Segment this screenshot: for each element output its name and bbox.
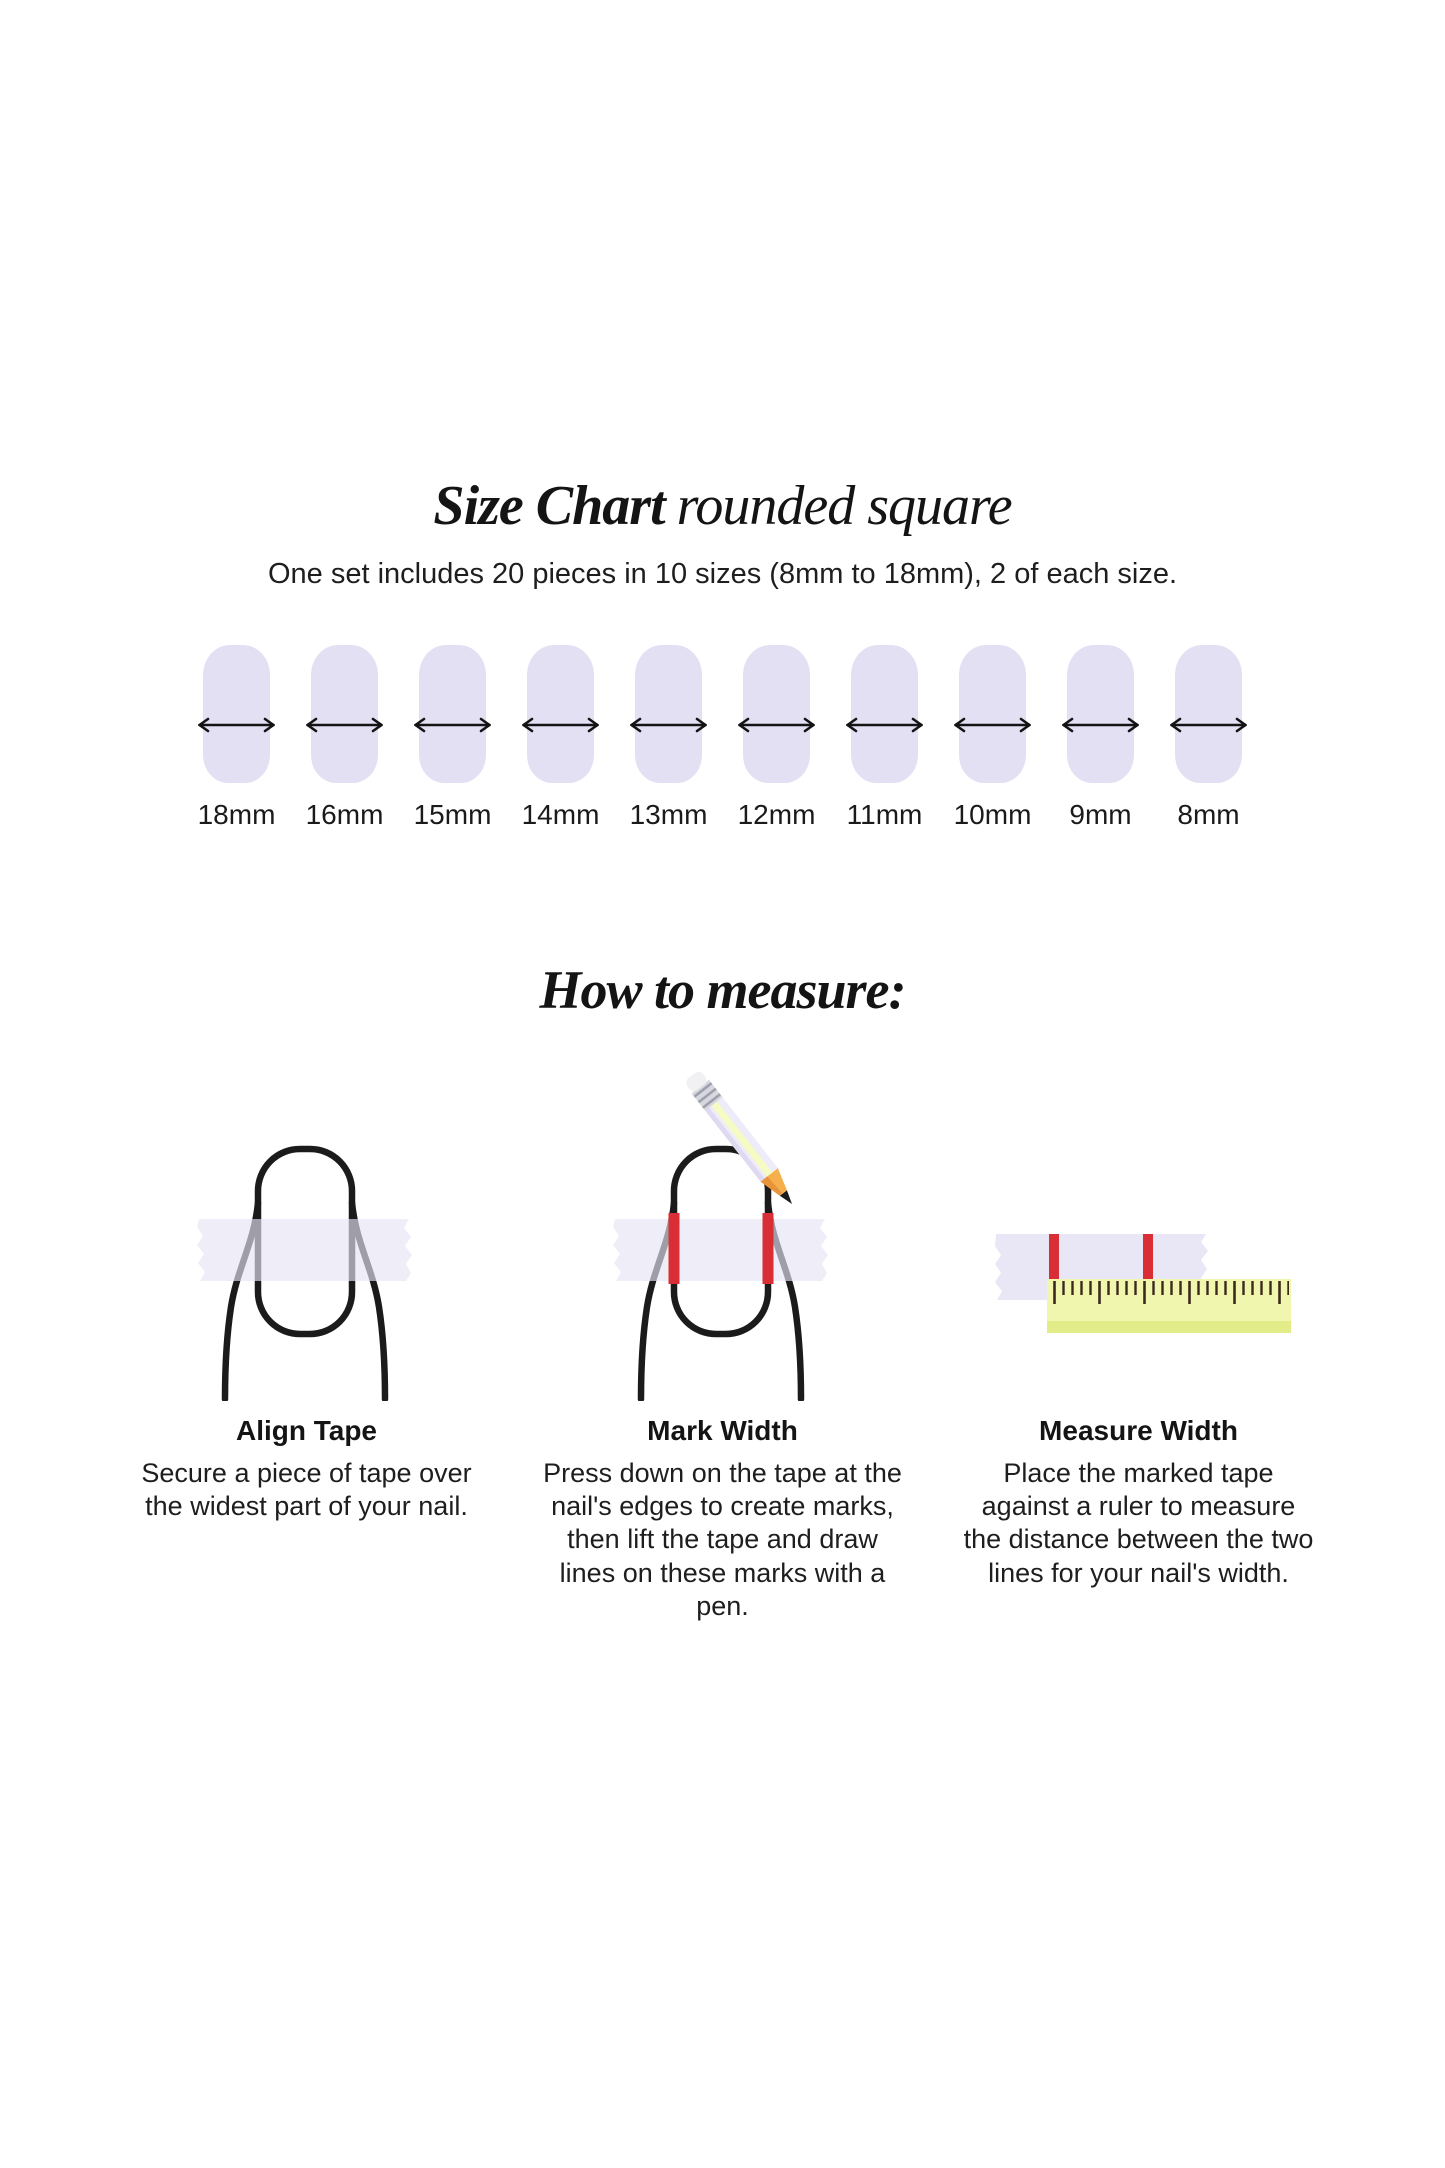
width-arrow-icon	[198, 717, 275, 733]
size-item: 10mm	[954, 645, 1031, 831]
nail-swatch-wrap	[846, 645, 923, 783]
step-title: Measure Width	[1039, 1415, 1238, 1446]
width-arrow-icon	[738, 717, 815, 733]
nail-swatch	[311, 645, 378, 783]
size-label: 14mm	[521, 799, 600, 830]
width-arrow-icon	[1062, 717, 1139, 733]
nail-swatch	[419, 645, 486, 783]
width-arrow-icon	[1170, 717, 1247, 733]
measure-steps: Align Tape Secure a piece of tape over t…	[0, 1061, 1445, 1623]
nail-swatch-wrap	[630, 645, 707, 783]
size-label: 18mm	[197, 799, 276, 830]
step-title: Mark Width	[647, 1415, 798, 1446]
size-label: 12mm	[737, 799, 816, 830]
size-label: 15mm	[413, 799, 492, 830]
nail-swatch	[203, 645, 270, 783]
how-to-measure-title: How to measure:	[539, 960, 906, 1020]
ruler-illustration	[1046, 1279, 1291, 1333]
nail-swatch-wrap	[198, 645, 275, 783]
size-item: 15mm	[414, 645, 491, 831]
red-width-marks	[668, 1213, 773, 1284]
size-label: 11mm	[846, 799, 923, 830]
nail-swatch-wrap	[954, 645, 1031, 783]
subtitle: One set includes 20 pieces in 10 sizes (…	[267, 558, 1178, 590]
step-description: Press down on the tape at the nail's edg…	[543, 1458, 902, 1621]
nail-swatch	[635, 645, 702, 783]
page-title: Size Chart rounded square	[0, 474, 1445, 538]
nail-swatch-wrap	[1062, 645, 1139, 783]
header: Size Chart rounded square One set include…	[0, 0, 1445, 591]
tape-strip	[196, 1219, 412, 1281]
nail-swatch-wrap	[738, 645, 815, 783]
measure-width-illustration	[994, 1234, 1291, 1333]
size-item: 18mm	[198, 645, 275, 831]
size-item: 8mm	[1170, 645, 1247, 831]
step-align-tape: Align Tape Secure a piece of tape over t…	[112, 1061, 502, 1623]
width-arrow-icon	[306, 717, 383, 733]
red-width-marks	[1048, 1234, 1153, 1279]
size-item: 12mm	[738, 645, 815, 831]
size-item: 13mm	[630, 645, 707, 831]
align-tape-illustration	[196, 1145, 412, 1401]
step-description: Place the marked tape against a ruler to…	[963, 1458, 1314, 1588]
size-label: 16mm	[305, 799, 384, 830]
size-label: 13mm	[629, 799, 708, 830]
step-title: Align Tape	[235, 1415, 378, 1446]
page-title-shape: rounded square	[676, 475, 1013, 537]
step-mark-width: Mark Width Press down on the tape at the…	[528, 1061, 918, 1623]
nail-swatch	[959, 645, 1026, 783]
nail-swatch	[1175, 645, 1242, 783]
size-label: 8mm	[1177, 799, 1240, 830]
tape-strip	[612, 1219, 828, 1281]
size-item: 16mm	[306, 645, 383, 831]
step-description: Secure a piece of tape over the widest p…	[141, 1458, 472, 1522]
size-chart-row: 18mm 16mm 15mm	[0, 645, 1445, 831]
width-arrow-icon	[414, 717, 491, 733]
nail-swatch	[1067, 645, 1134, 783]
nail-swatch	[527, 645, 594, 783]
size-item: 11mm	[846, 645, 923, 831]
width-arrow-icon	[846, 717, 923, 733]
nail-swatch	[851, 645, 918, 783]
size-item: 14mm	[522, 645, 599, 831]
nail-swatch-wrap	[522, 645, 599, 783]
nail-swatch	[743, 645, 810, 783]
width-arrow-icon	[954, 717, 1031, 733]
mark-width-illustration	[612, 1071, 828, 1401]
nail-swatch-wrap	[1170, 645, 1247, 783]
size-item: 9mm	[1062, 645, 1139, 831]
nail-swatch-wrap	[414, 645, 491, 783]
page-title-main: Size Chart	[433, 475, 665, 537]
size-label: 10mm	[953, 799, 1032, 830]
width-arrow-icon	[630, 717, 707, 733]
step-measure-width: Measure Width Place the marked tape agai…	[944, 1061, 1334, 1623]
pencil-icon	[685, 1071, 792, 1204]
width-arrow-icon	[522, 717, 599, 733]
size-label: 9mm	[1069, 799, 1132, 830]
nail-swatch-wrap	[306, 645, 383, 783]
